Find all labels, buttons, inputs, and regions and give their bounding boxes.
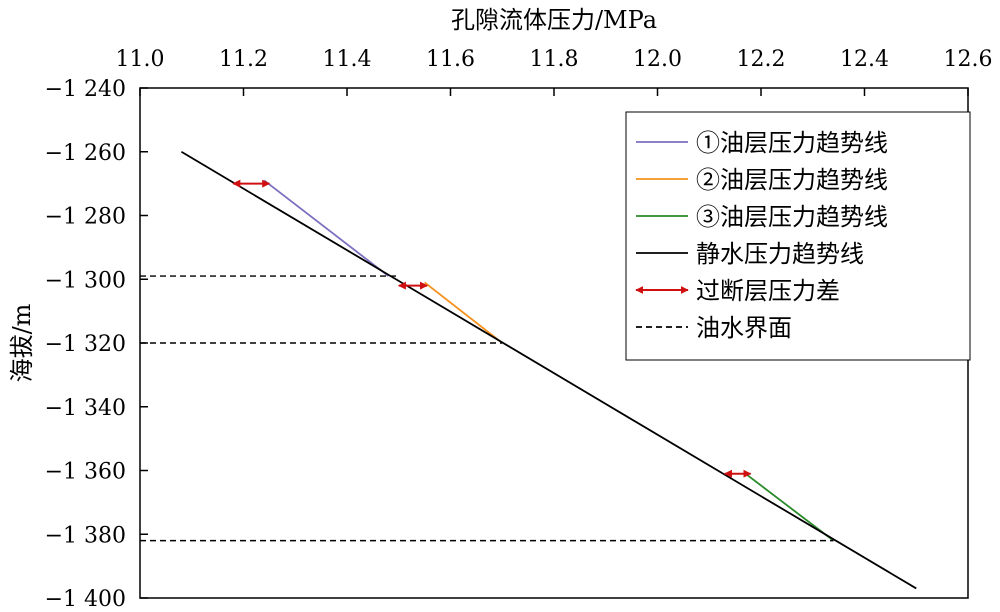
y-tick-label: −1 260 [45, 141, 126, 166]
legend-label-2: ③油层压力趋势线 [696, 203, 888, 231]
y-tick-label: −1 360 [45, 460, 126, 485]
x-axis-ticks: 11.0 11.2 11.4 11.6 11.8 12.0 12.2 12.4 12.6 [116, 47, 993, 96]
x-tick-label: 11.0 [116, 47, 165, 72]
y-tick-label: −1 300 [45, 268, 126, 293]
series-line-0 [263, 179, 389, 277]
series-line-3 [180, 150, 917, 590]
x-tick-label: 11.2 [219, 47, 268, 72]
y-tick-label: −1 320 [45, 332, 126, 357]
legend-box [625, 111, 971, 361]
x-tick-label: 11.8 [530, 47, 579, 72]
legend-label-0: ①油层压力趋势线 [696, 129, 888, 157]
chart-lines [140, 150, 917, 590]
series-line-2 [744, 472, 834, 542]
x-tick-label: 11.6 [426, 47, 475, 72]
x-tick-label: 12.4 [840, 47, 889, 72]
legend-label-4: 过断层压力差 [696, 277, 840, 305]
y-tick-label: −1 340 [45, 396, 126, 421]
series-line-1 [424, 281, 503, 344]
y-axis-ticks: −1 240 −1 260 −1 280 −1 300 −1 320 −1 340 −1 3… [45, 77, 148, 612]
y-tick-label: −1 280 [45, 205, 126, 230]
y-tick-label: −1 380 [45, 523, 126, 548]
legend: ①油层压力趋势线 ②油层压力趋势线 ③油层压力趋势线静水压力趋势线过断层压力差油水界… [625, 111, 971, 361]
x-tick-label: 11.4 [323, 47, 372, 72]
legend-label-5: 油水界面 [696, 314, 792, 342]
legend-label-1: ②油层压力趋势线 [696, 166, 888, 194]
x-tick-label: 12.6 [944, 47, 993, 72]
y-tick-label: −1 240 [45, 77, 126, 102]
legend-label-3: 静水压力趋势线 [696, 240, 864, 268]
y-axis-title: 海拔/m [8, 303, 36, 382]
x-tick-label: 12.0 [633, 47, 682, 72]
x-tick-label: 12.2 [737, 47, 786, 72]
y-tick-label: −1 400 [45, 587, 126, 612]
x-axis-title: 孔隙流体压力/MPa [451, 6, 657, 34]
